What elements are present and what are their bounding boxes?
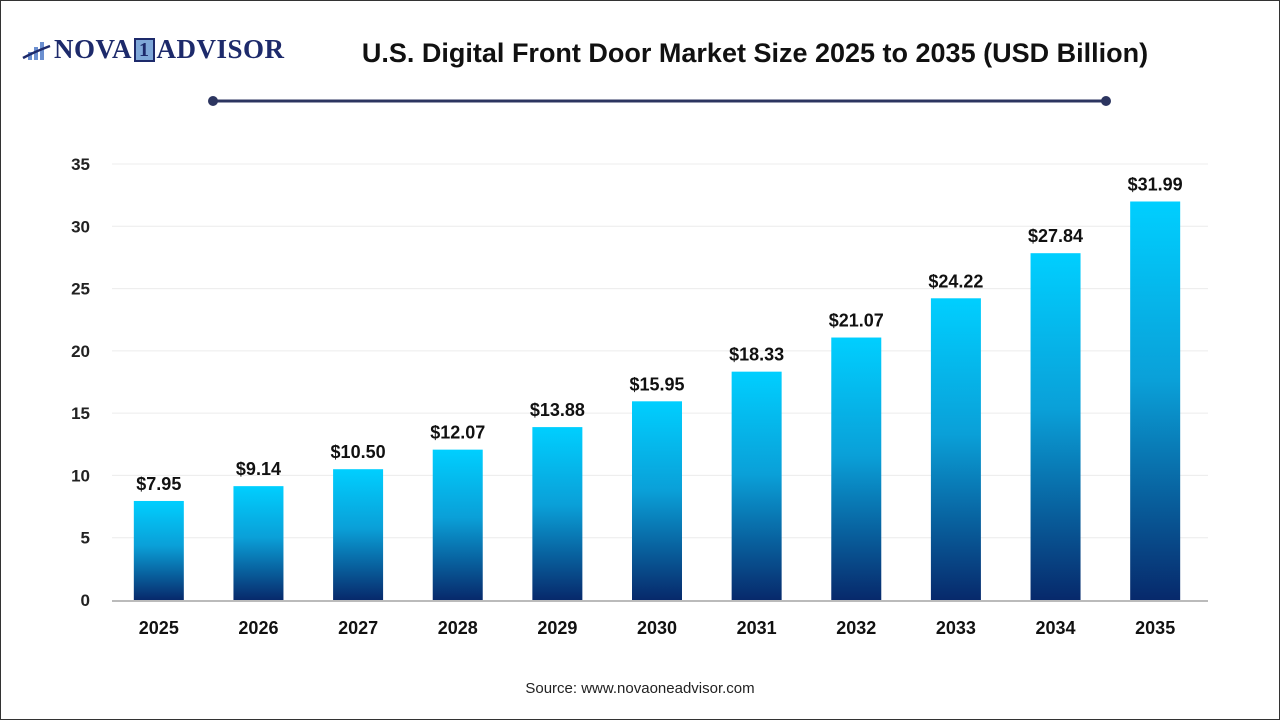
bar-2035: [1130, 201, 1181, 600]
x-tick-label: 2031: [737, 618, 777, 638]
bar-2029: [532, 427, 583, 600]
data-label: $21.07: [829, 311, 884, 331]
y-tick-label: 35: [71, 155, 90, 174]
data-label: $7.95: [136, 474, 181, 494]
x-tick-label: 2030: [637, 618, 677, 638]
logo-text-right: ADVISOR: [156, 34, 285, 64]
logo-text-left: NOVA: [54, 34, 133, 64]
chart-title: U.S. Digital Front Door Market Size 2025…: [361, 38, 1149, 68]
y-tick-label: 20: [71, 342, 90, 361]
bar-2025: [133, 500, 184, 600]
bar-2030: [632, 401, 682, 600]
title-rule: [208, 96, 1111, 106]
bar-2033: [930, 298, 981, 600]
data-label: $31.99: [1128, 174, 1183, 194]
bar-2028: [432, 449, 483, 600]
y-tick-label: 10: [71, 466, 90, 485]
x-tick-label: 2032: [836, 618, 876, 638]
data-label: $15.95: [629, 374, 684, 394]
x-tick-label: 2028: [438, 618, 478, 638]
data-label: $13.88: [530, 400, 585, 420]
bar-2031: [731, 371, 782, 600]
x-tick-label: 2025: [139, 618, 179, 638]
data-label: $12.07: [430, 423, 485, 443]
data-label: $24.22: [928, 271, 983, 291]
bar-2034: [1030, 253, 1081, 600]
y-tick-label: 5: [81, 529, 90, 548]
source-note: Source: www.novaoneadvisor.com: [525, 680, 755, 697]
x-tick-label: 2035: [1135, 618, 1175, 638]
x-tick-label: 2034: [1036, 618, 1076, 638]
x-tick-label: 2026: [238, 618, 278, 638]
y-tick-label: 30: [71, 217, 90, 236]
bar-2032: [831, 337, 882, 600]
x-tick-label: 2033: [936, 618, 976, 638]
x-tick-label: 2029: [537, 618, 577, 638]
bar-2026: [233, 486, 284, 600]
x-tick-label: 2027: [338, 618, 378, 638]
data-label: $27.84: [1028, 226, 1083, 246]
y-tick-label: 25: [71, 280, 90, 299]
data-label: $9.14: [236, 459, 281, 479]
data-label: $18.33: [729, 345, 784, 365]
y-tick-label: 0: [81, 591, 90, 610]
logo-text-mid: 1: [134, 37, 155, 62]
data-label: $10.50: [331, 442, 386, 462]
y-tick-label: 15: [71, 404, 90, 423]
logo-bars-icon: [22, 41, 51, 60]
logo: NOVA 1 ADVISOR: [22, 34, 285, 65]
bar-2027: [333, 469, 384, 600]
